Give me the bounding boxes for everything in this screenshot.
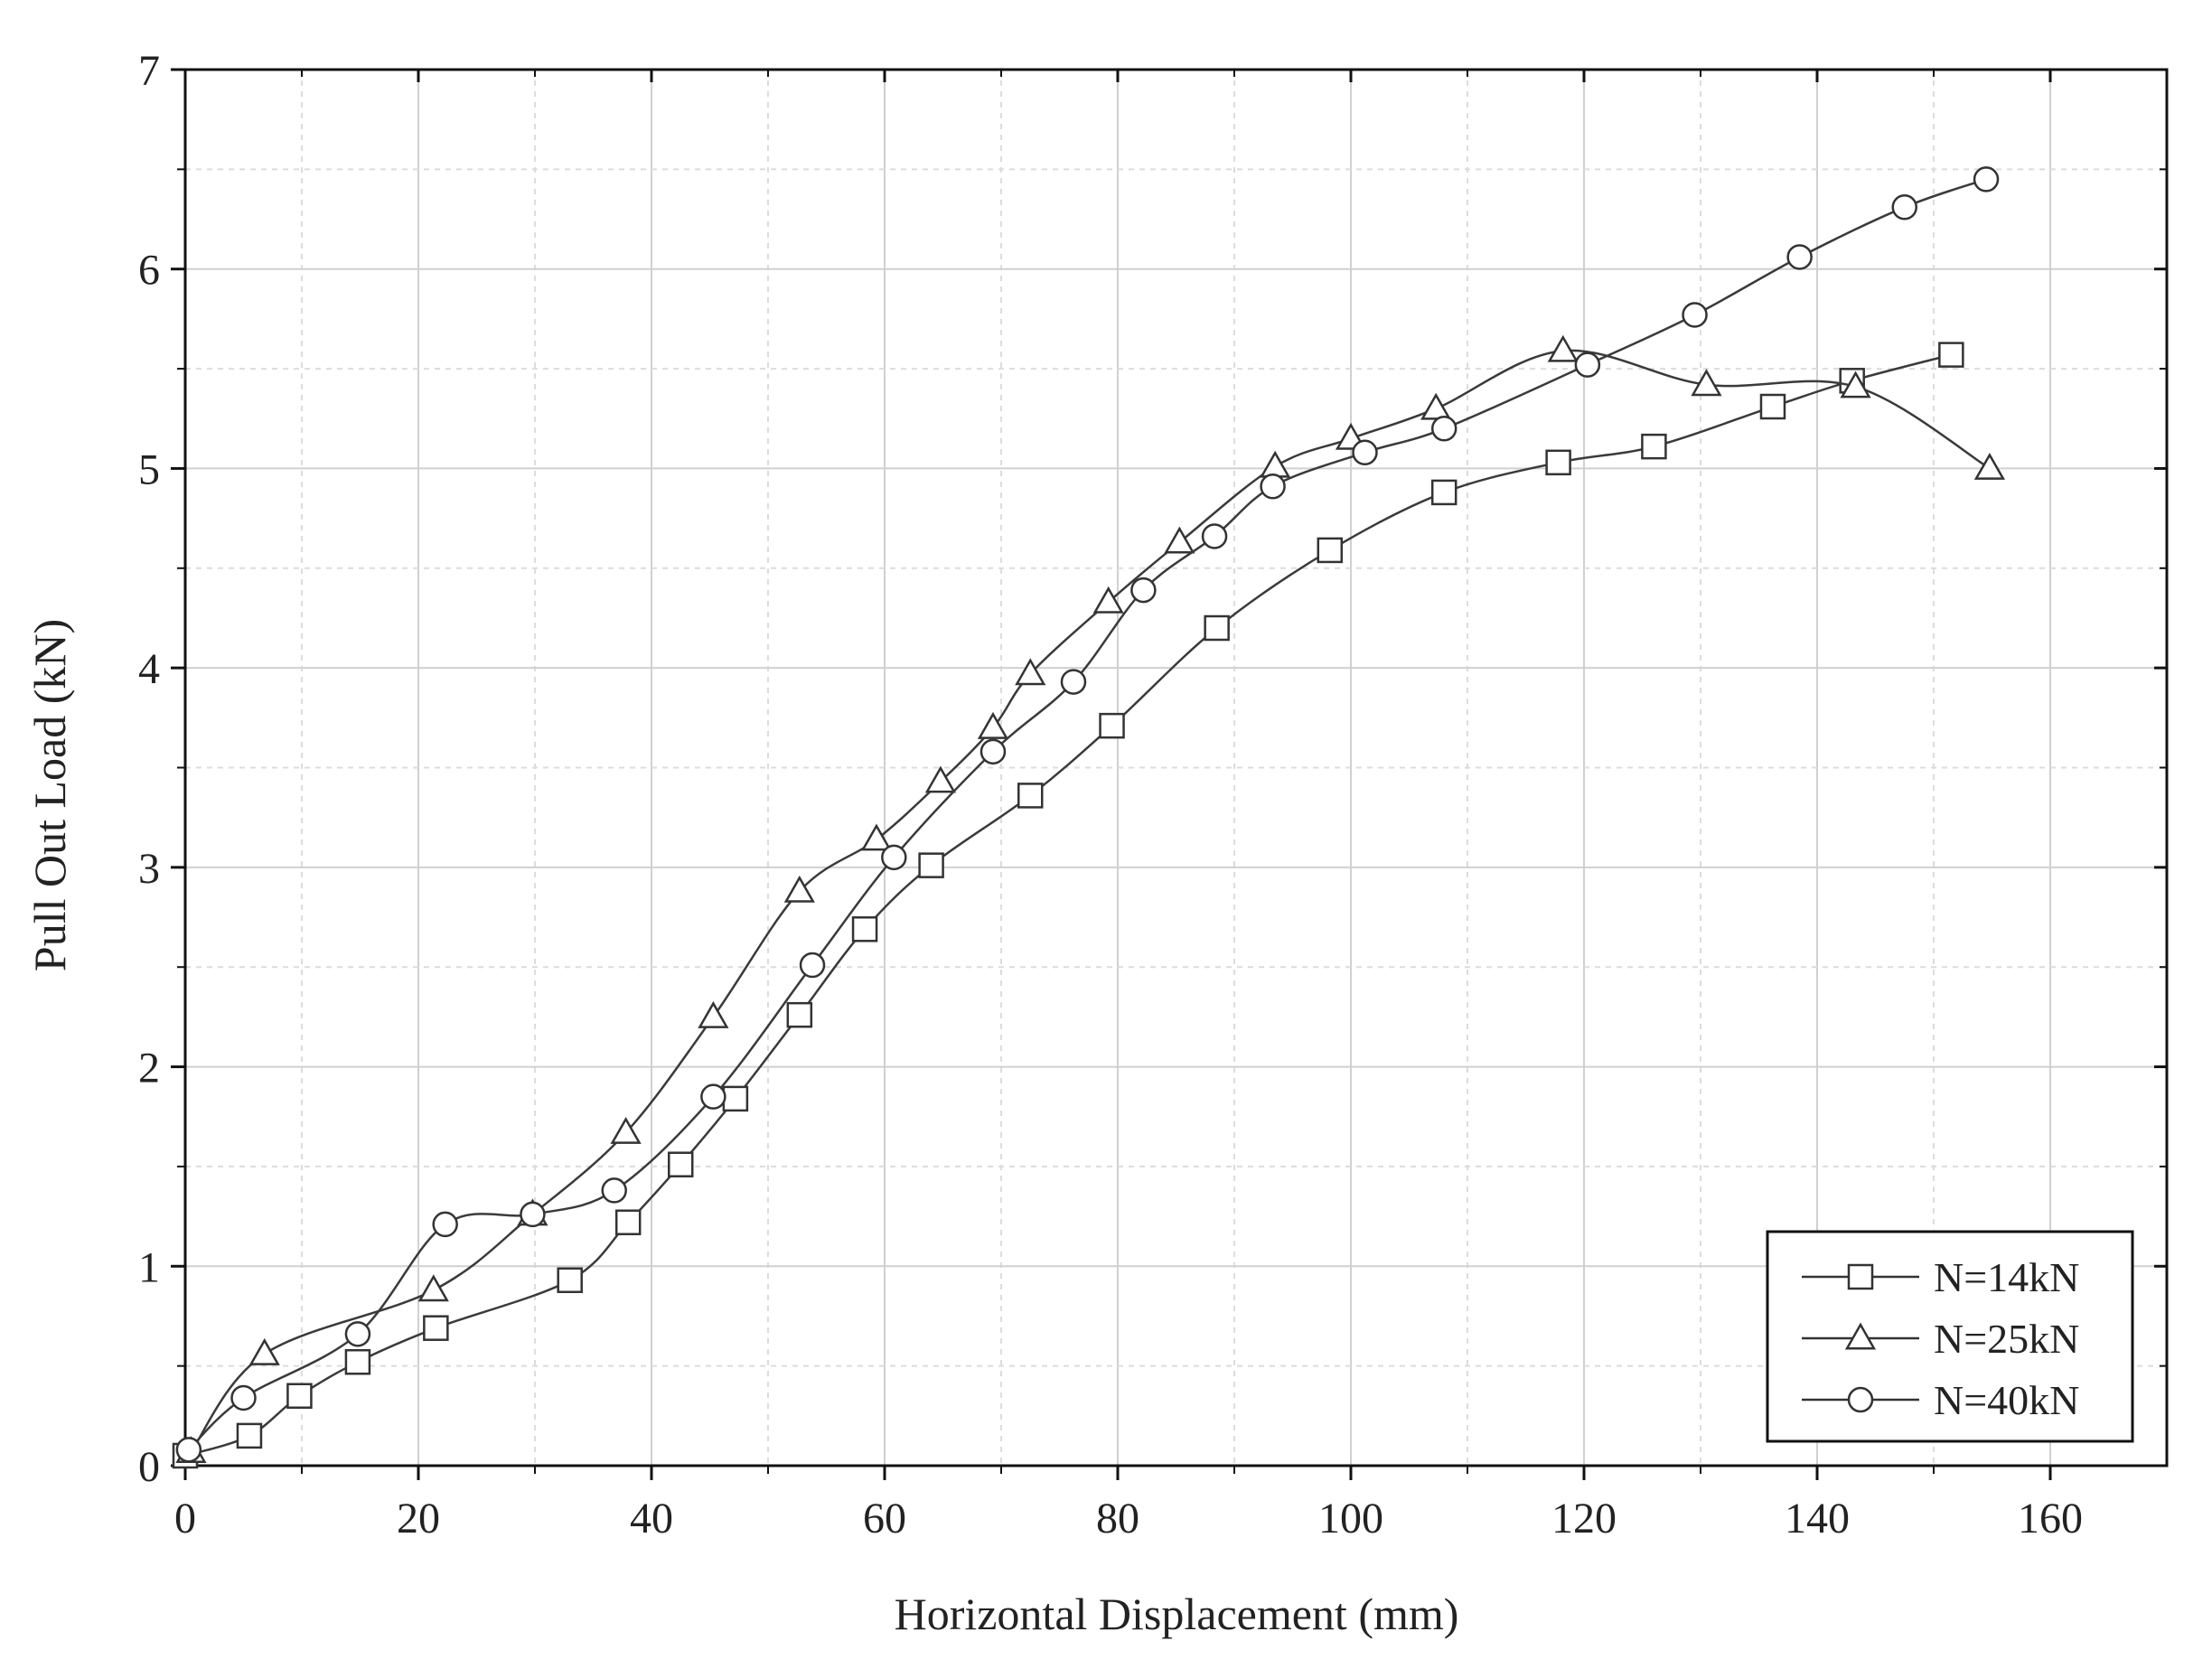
x-tick-label: 160 [2018, 1495, 2083, 1542]
legend-box [1766, 1230, 2134, 1443]
data-point-triangle [1691, 369, 1722, 397]
x-tick-label: 0 [174, 1495, 196, 1542]
series-triangle [175, 334, 2006, 1464]
data-point-square [1641, 433, 1667, 460]
data-point-square [1938, 342, 1964, 368]
legend-item: N=25kN [1802, 1316, 2079, 1362]
data-point-circle [1682, 302, 1708, 328]
data-point-circle [1430, 416, 1457, 442]
data-point-square [286, 1383, 313, 1409]
data-point-triangle [1260, 450, 1291, 478]
data-point-circle [344, 1321, 371, 1347]
data-point-circle [1973, 166, 2000, 192]
series-line [184, 353, 1952, 1458]
y-tick-label: 7 [138, 47, 160, 95]
series-layer [172, 166, 2006, 1469]
x-tick-label: 20 [397, 1495, 440, 1542]
data-point-triangle [1420, 392, 1452, 420]
legend: N=14kN N=25kN N=40kN [1766, 1230, 2134, 1443]
data-point-square [344, 1348, 371, 1375]
data-point-circle [601, 1177, 627, 1204]
x-axis-title: Horizontal Displacement (mm) [895, 1589, 1459, 1639]
data-point-square [1017, 783, 1044, 809]
legend-marker-square [1847, 1263, 1874, 1290]
data-point-circle [700, 1083, 726, 1110]
data-point-triangle [1092, 586, 1124, 614]
data-point-circle [1060, 669, 1087, 695]
data-point-circle [1260, 474, 1286, 500]
data-point-circle [1130, 577, 1157, 604]
legend-marker-circle [1847, 1386, 1874, 1413]
data-point-circle [799, 952, 826, 979]
data-point-square [1759, 393, 1786, 420]
data-point-triangle [860, 823, 893, 851]
data-point-circle [881, 844, 907, 871]
data-point-triangle [1164, 526, 1195, 554]
data-point-triangle [783, 875, 815, 903]
y-tick-label: 2 [138, 1045, 160, 1092]
data-point-circle [1352, 439, 1378, 466]
data-point-circle [432, 1211, 458, 1238]
data-point-square [918, 852, 944, 878]
legend-label: N=14kN [1934, 1254, 2079, 1300]
data-point-square [1204, 614, 1230, 642]
data-point-circle [1574, 352, 1601, 378]
series-line [190, 349, 1991, 1453]
data-point-circle [230, 1384, 257, 1411]
data-point-square [668, 1151, 694, 1177]
data-point-square [786, 1001, 813, 1028]
data-point-circle [1891, 194, 1917, 220]
legend-item: N=40kN [1802, 1377, 2079, 1423]
y-axis-title: Pull Out Load (kN) [24, 619, 75, 971]
data-point-square [1545, 449, 1571, 476]
data-point-square [851, 916, 878, 942]
y-tick-label: 1 [138, 1243, 160, 1291]
data-point-triangle [248, 1337, 280, 1365]
data-point-square [1099, 712, 1125, 739]
legend-label: N=25kN [1934, 1316, 2079, 1362]
y-tick-label: 4 [138, 645, 160, 693]
y-tick-label: 3 [138, 845, 160, 893]
axes-layer: 0 20 40 60 80 100 120 140 160 0 1 2 3 4 5 6 7 [138, 47, 2169, 1542]
data-point-circle [979, 738, 1007, 765]
series-line [188, 178, 1987, 1451]
legend-label: N=40kN [1934, 1377, 2079, 1423]
data-point-circle [1201, 523, 1228, 549]
legend-item: N=14kN [1802, 1254, 2079, 1300]
data-point-square [423, 1315, 449, 1341]
y-tick-label: 6 [138, 247, 160, 295]
series-circle [175, 166, 2000, 1463]
data-point-triangle [698, 1000, 729, 1028]
data-point-square [236, 1422, 263, 1449]
data-point-triangle [1973, 452, 2006, 480]
data-point-triangle [610, 1116, 642, 1144]
data-point-circle [175, 1437, 202, 1463]
data-point-square [1317, 537, 1344, 564]
data-point-square [1430, 479, 1457, 506]
y-tick-label: 0 [138, 1443, 160, 1491]
data-point-square [722, 1085, 749, 1112]
data-point-triangle [1547, 334, 1579, 362]
data-point-triangle [1840, 370, 1871, 398]
data-point-circle [520, 1201, 546, 1228]
data-point-circle [1786, 244, 1813, 270]
data-point-square [557, 1267, 583, 1293]
y-tick-label: 5 [138, 445, 160, 493]
data-point-triangle [417, 1274, 449, 1302]
x-tick-label: 40 [630, 1495, 673, 1542]
x-tick-label: 140 [1785, 1495, 1850, 1542]
x-tick-label: 80 [1096, 1495, 1139, 1542]
data-point-triangle [924, 765, 957, 793]
legend-marker-triangle [1844, 1322, 1877, 1350]
x-tick-label: 120 [1551, 1495, 1617, 1542]
x-tick-label: 100 [1318, 1495, 1383, 1542]
data-point-triangle [1015, 658, 1046, 686]
data-point-triangle [977, 711, 1009, 739]
data-point-square [614, 1209, 642, 1235]
x-tick-label: 60 [863, 1495, 906, 1542]
